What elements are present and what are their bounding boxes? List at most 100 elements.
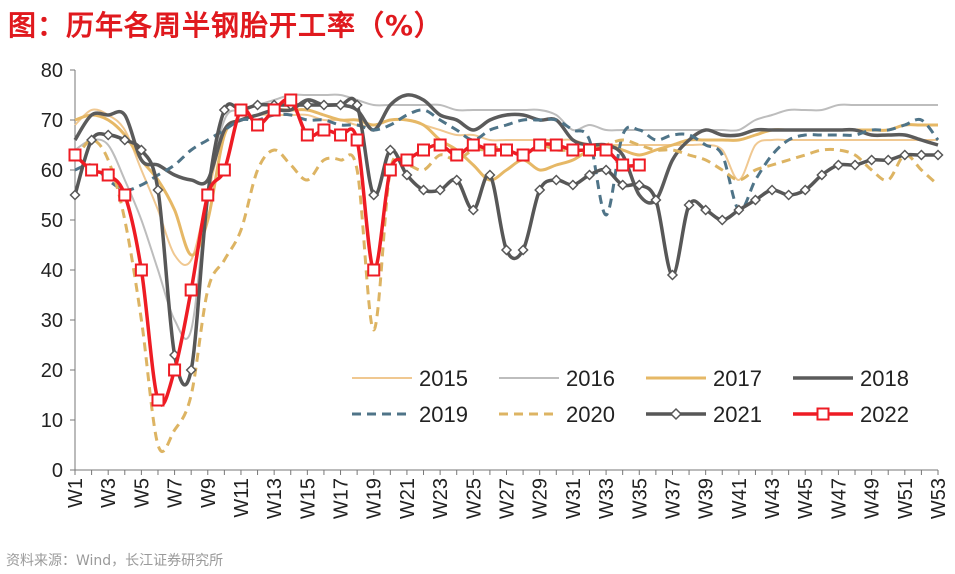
data-point	[582, 143, 596, 157]
x-tick-label: W7	[165, 478, 187, 508]
x-tick-label: W9	[198, 478, 220, 508]
data-point	[151, 393, 165, 407]
data-point	[168, 363, 182, 377]
data-point	[85, 163, 99, 177]
data-point	[334, 128, 348, 142]
legend-label: 2017	[713, 366, 762, 391]
data-point	[733, 204, 745, 216]
data-point	[152, 184, 164, 196]
x-tick-label: W13	[264, 478, 286, 519]
data-point	[799, 184, 811, 196]
chart-title: 图：历年各周半钢胎开工率（%）	[8, 9, 444, 42]
data-point	[517, 244, 529, 256]
data-point	[251, 118, 265, 132]
data-point	[899, 149, 911, 161]
legend-marker	[669, 407, 683, 421]
data-point	[849, 159, 861, 171]
data-point	[567, 179, 579, 191]
legend-item-2021: 2021	[646, 402, 762, 427]
x-tick-label: W23	[430, 478, 452, 519]
data-point	[217, 163, 231, 177]
data-point	[716, 214, 728, 226]
series-2019	[74, 108, 940, 217]
source-note: 资料来源：Wind，长江证券研究所	[6, 553, 224, 569]
data-point	[350, 133, 364, 147]
data-point	[417, 184, 430, 196]
data-point	[69, 189, 81, 201]
x-tick-label: W41	[729, 478, 751, 519]
data-point	[317, 123, 331, 137]
legend-label: 2019	[419, 402, 468, 427]
data-point	[367, 263, 381, 277]
data-point	[633, 179, 645, 191]
x-tick-label: W51	[895, 478, 917, 519]
legend-marker	[816, 407, 830, 421]
data-point	[749, 194, 762, 206]
axes: 0 10 20 30 40 50 60 70 80 W1 W3 W5 W7 W9 W11 W13 W15 W17 W…	[41, 60, 950, 519]
data-point	[550, 174, 562, 186]
data-point	[351, 99, 363, 111]
data-point	[434, 184, 446, 196]
data-point	[816, 169, 828, 181]
x-tick-label: W33	[596, 478, 618, 519]
data-point	[683, 199, 695, 211]
data-point	[484, 169, 496, 181]
x-tick-label: W45	[795, 478, 817, 519]
data-point	[368, 189, 380, 201]
data-point	[267, 103, 281, 117]
series-line-2020	[73, 138, 939, 454]
data-point	[632, 158, 646, 172]
data-point	[533, 138, 547, 152]
legend-label: 2018	[860, 366, 909, 391]
x-tick-label: W17	[331, 478, 353, 519]
x-tick-label: W43	[762, 478, 784, 519]
y-tick-label: 10	[41, 410, 63, 432]
series-2018	[73, 93, 939, 205]
x-tick-label: W19	[364, 478, 386, 519]
y-tick-label: 50	[41, 210, 63, 232]
y-tick-label: 70	[41, 110, 63, 132]
series-line-2019	[74, 108, 940, 217]
data-point	[251, 99, 264, 111]
legend-label: 2021	[713, 402, 762, 427]
data-point	[534, 184, 546, 196]
series-2021	[69, 96, 944, 387]
data-point	[467, 204, 479, 216]
data-point	[102, 129, 114, 141]
data-point	[650, 194, 662, 206]
x-tick-label: W5	[131, 478, 153, 508]
data-point	[599, 143, 613, 157]
data-point	[566, 143, 580, 157]
data-point	[417, 143, 431, 157]
legend-item-2020: 2020	[499, 402, 615, 427]
x-tick-label: W47	[828, 478, 850, 519]
y-tick-label: 30	[41, 310, 63, 332]
series-2020	[73, 138, 939, 454]
legend-item-2016: 2016	[499, 366, 615, 391]
data-point	[832, 159, 844, 171]
legend-label: 2022	[860, 402, 909, 427]
data-point	[549, 138, 563, 152]
data-point	[334, 99, 347, 111]
legend-label: 2020	[566, 402, 615, 427]
data-point	[68, 148, 82, 162]
data-point	[201, 188, 215, 202]
x-tick-label: W31	[563, 478, 585, 519]
data-point	[400, 153, 414, 167]
data-point	[184, 283, 198, 297]
data-point	[234, 103, 248, 117]
data-point	[600, 164, 612, 176]
x-tick-label: W53	[928, 478, 950, 519]
y-tick-label: 80	[41, 60, 63, 82]
data-point	[318, 99, 330, 111]
x-tick-label: W3	[98, 478, 120, 508]
y-tick-label: 0	[52, 460, 63, 482]
data-point	[284, 93, 298, 107]
legend-item-2019: 2019	[352, 402, 468, 427]
data-point	[766, 184, 778, 196]
y-tick-label: 60	[41, 160, 63, 182]
x-tick-label: W37	[662, 478, 684, 519]
data-point	[666, 269, 679, 281]
x-tick-label: W1	[65, 478, 87, 508]
